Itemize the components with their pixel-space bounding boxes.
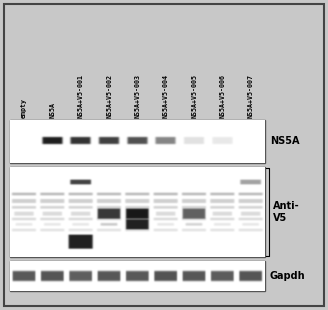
Text: NS5A+V5-003: NS5A+V5-003 [134, 74, 140, 118]
Text: NS5A: NS5A [50, 102, 55, 118]
Text: Gapdh: Gapdh [270, 271, 306, 281]
Text: NS5A+V5-006: NS5A+V5-006 [219, 74, 226, 118]
Text: NS5A+V5-005: NS5A+V5-005 [191, 74, 197, 118]
Text: Anti-
V5: Anti- V5 [273, 201, 299, 223]
Text: NS5A+V5-007: NS5A+V5-007 [248, 74, 254, 118]
Text: NS5A+V5-004: NS5A+V5-004 [163, 74, 169, 118]
Bar [10, 261, 265, 291]
Bar [10, 120, 265, 163]
Bar [10, 167, 265, 257]
Text: NS5A: NS5A [270, 136, 299, 147]
Text: NS5A+V5-001: NS5A+V5-001 [78, 74, 84, 118]
Text: empty: empty [21, 98, 27, 118]
Text: NS5A+V5-002: NS5A+V5-002 [106, 74, 112, 118]
